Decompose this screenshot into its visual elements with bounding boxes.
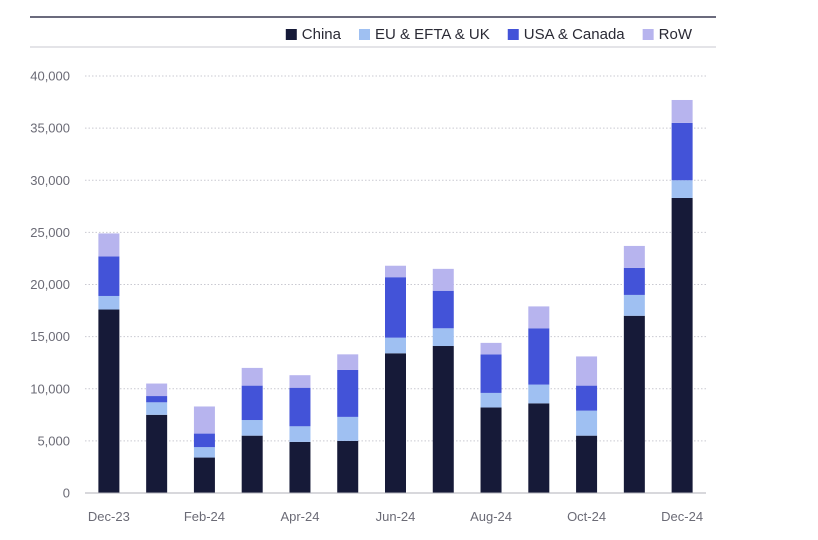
bar-segment <box>241 420 263 436</box>
bar-segment <box>480 354 502 393</box>
x-tick-label: Aug-24 <box>470 509 512 524</box>
y-tick-label: 10,000 <box>30 381 70 396</box>
bar-segment <box>385 265 406 278</box>
bar-segment <box>576 435 598 493</box>
bar-segment <box>98 233 120 257</box>
legend-swatch <box>507 29 519 40</box>
bars <box>98 99 693 493</box>
bar-segment <box>576 385 598 411</box>
bar-segment <box>528 328 550 385</box>
bar-segment <box>385 353 406 493</box>
bar-segment <box>337 440 359 493</box>
x-tick-label: Oct-24 <box>567 509 606 524</box>
bar-segment <box>432 268 454 291</box>
bar-segment <box>480 407 502 493</box>
bar-segment <box>193 457 215 493</box>
y-tick-label: 40,000 <box>30 69 70 84</box>
legend-item: China <box>285 26 342 43</box>
bar-segment <box>241 367 263 386</box>
y-axis: 0 5,000 10,000 15,000 20,000 25,000 30,000 35,0… <box>30 69 70 501</box>
bar-segment <box>146 383 168 397</box>
bar-segment <box>623 245 645 268</box>
bar-segment <box>193 447 215 458</box>
bar-segment <box>671 122 693 181</box>
x-tick-label: Jun-24 <box>376 509 416 524</box>
bar-segment <box>623 267 645 295</box>
x-tick-label: Dec-24 <box>661 509 703 524</box>
bar-segment <box>385 277 406 338</box>
y-tick-label: 25,000 <box>30 225 70 240</box>
bar-segment <box>623 315 645 493</box>
bar-segment <box>528 403 550 493</box>
bar-segment <box>432 328 454 347</box>
legend: China EU & EFTA & UK USA & Canada RoW <box>285 26 693 43</box>
bar-segment <box>432 290 454 329</box>
bar-segment <box>385 337 406 354</box>
legend-swatch <box>359 29 370 40</box>
bar-segment <box>671 180 693 198</box>
legend-swatch <box>642 29 654 40</box>
bar-segment <box>146 396 168 403</box>
bar-segment <box>193 406 215 434</box>
bar-segment <box>623 294 645 316</box>
bar-segment <box>337 369 359 417</box>
bar-segment <box>671 99 693 123</box>
bar-segment <box>576 356 598 386</box>
bar-segment <box>480 392 502 408</box>
bar-segment <box>241 435 263 493</box>
legend-swatch <box>285 29 297 40</box>
bar-segment <box>528 384 550 404</box>
x-axis: Dec-23 Feb-24 Apr-24 Jun-24 Aug-24 Oct-24 Dec-… <box>88 509 703 524</box>
y-tick-label: 35,000 <box>30 121 70 136</box>
bar-segment <box>98 295 120 310</box>
legend-item: EU & EFTA & UK <box>359 26 490 43</box>
legend-label: China <box>302 26 342 43</box>
legend-label: RoW <box>659 26 693 43</box>
bar-segment <box>241 385 263 421</box>
bar-segment <box>289 426 311 442</box>
y-tick-label: 30,000 <box>30 173 70 188</box>
bar-segment <box>576 410 598 436</box>
bar-segment <box>98 309 120 493</box>
bar-segment <box>98 256 120 296</box>
legend-label: USA & Canada <box>524 26 626 43</box>
y-tick-label: 5,000 <box>37 433 70 448</box>
bar-segment <box>337 354 359 370</box>
x-tick-label: Feb-24 <box>184 509 225 524</box>
bar-segment <box>146 414 168 493</box>
bar-segment <box>432 346 454 493</box>
x-tick-label: Dec-23 <box>88 509 130 524</box>
y-tick-label: 15,000 <box>30 329 70 344</box>
bar-segment <box>671 197 693 493</box>
y-tick-label: 20,000 <box>30 277 70 292</box>
bar-segment <box>289 441 311 493</box>
bar-segment <box>337 416 359 441</box>
bar-segment <box>289 375 311 388</box>
bar-segment <box>193 433 215 448</box>
y-tick-label: 0 <box>63 486 70 501</box>
bar-segment <box>528 306 550 329</box>
legend-label: EU & EFTA & UK <box>375 26 490 43</box>
legend-item: RoW <box>642 26 693 43</box>
bar-segment <box>480 342 502 355</box>
bar-segment <box>289 387 311 427</box>
x-tick-label: Apr-24 <box>280 509 319 524</box>
legend-item: USA & Canada <box>507 26 626 43</box>
bar-segment <box>146 402 168 415</box>
